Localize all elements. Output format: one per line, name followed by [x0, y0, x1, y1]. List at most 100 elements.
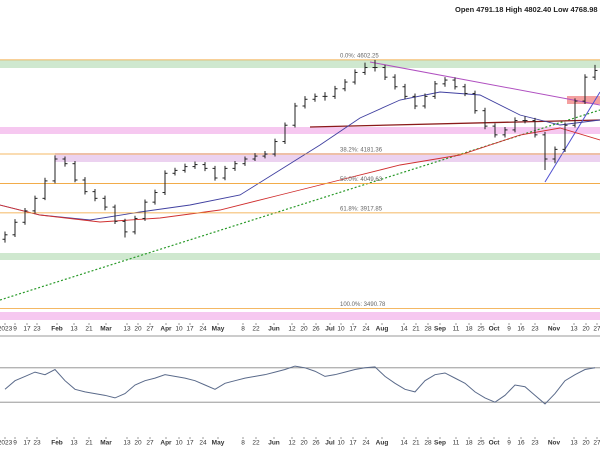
x-tick-label: 21	[85, 440, 93, 447]
x-tick-label: 8	[241, 440, 245, 447]
x-tick-label: 17	[349, 440, 357, 447]
x-tick-label: 14	[400, 440, 408, 447]
x-tick-label: 26	[312, 326, 320, 333]
fib-label: 100.0%: 3490.78	[340, 302, 386, 308]
x-tick-label: 28	[424, 326, 432, 333]
x-tick-label: Jul	[325, 326, 335, 333]
x-tick-label: 25	[477, 440, 485, 447]
x-tick-label: Nov	[548, 326, 561, 333]
x-tick-label: 24	[362, 440, 370, 447]
x-tick-label: Apr	[160, 326, 172, 333]
x-tick-label: 14	[400, 326, 408, 333]
gap-box	[567, 96, 600, 104]
support-zone	[0, 60, 600, 68]
x-tick-label: 11	[453, 326, 460, 333]
x-tick-label: 22	[252, 440, 260, 447]
x-tick-label: 8	[241, 326, 245, 333]
moving-average	[0, 127, 600, 223]
x-tick-label: 10	[175, 440, 183, 447]
x-tick-label: 17	[186, 326, 194, 333]
x-tick-label: 17	[23, 326, 31, 333]
x-tick-label: 13	[123, 440, 131, 447]
x-tick-label: 23	[33, 440, 41, 447]
x-tick-label: 24	[362, 326, 370, 333]
x-tick-label: 27	[146, 440, 154, 447]
x-tick-label: 11	[453, 440, 460, 447]
x-tick-label: 27	[593, 326, 600, 333]
x-tick-label: 17	[186, 440, 194, 447]
x-tick-label: 20	[582, 440, 590, 447]
fib-label: 61.8%: 3917.85	[340, 206, 383, 212]
price-panel: 0.0%: 4602.25 38.2%: 4181.36 50.0%: 4049.6…	[0, 53, 600, 309]
zones	[0, 60, 600, 320]
x-tick-label: 21	[412, 326, 420, 333]
x-tick-label: 10	[175, 326, 183, 333]
fib-label: 50.0%: 4049.63	[340, 177, 383, 183]
x-tick-label: 20	[300, 440, 308, 447]
x-tick-label: 13	[70, 440, 78, 447]
trend-line	[309, 119, 600, 128]
x-tick-label: 13	[123, 326, 131, 333]
x-tick-label: 25	[477, 326, 485, 333]
x-tick-label: Nov	[548, 440, 561, 447]
x-tick-label: Aug	[376, 440, 389, 447]
x-tick-label: Jul	[325, 440, 335, 447]
x-tick-label: 24	[199, 440, 207, 447]
x-tick-label: 22	[252, 326, 260, 333]
resistance-zone	[0, 127, 600, 134]
x-tick-label: 9	[507, 326, 511, 333]
x-tick-label: Sep	[434, 326, 446, 333]
x-tick-label: 18	[465, 440, 473, 447]
x-tick-label: May	[212, 440, 225, 447]
x-tick-label: Jun	[268, 440, 280, 447]
x-tick-label: 18	[465, 326, 473, 333]
x-tick-label: 16	[517, 326, 525, 333]
x-tick-label: 10	[337, 440, 345, 447]
x-tick-label: 28	[424, 440, 432, 447]
x-tick-label: 20	[582, 326, 590, 333]
x-tick-label: 16	[517, 440, 525, 447]
x-tick-label: 20	[300, 326, 308, 333]
x-tick-label: 21	[412, 440, 420, 447]
x-tick-label: 9	[13, 440, 17, 447]
x-tick-label: 20	[134, 440, 142, 447]
x-tick-label: Sep	[434, 440, 446, 447]
x-tick-label: Feb	[51, 326, 63, 333]
x-tick-label: Jun	[268, 326, 280, 333]
x-tick-label: 17	[23, 440, 31, 447]
support-zone	[0, 253, 600, 260]
ohlc-header: Open 4791.18 High 4802.40 Low 4768.98 Cl…	[455, 5, 600, 14]
x-tick-label: 27	[146, 326, 154, 333]
x-tick-label: 24	[199, 326, 207, 333]
x-tick-label: 9	[507, 440, 511, 447]
resistance-zone	[55, 153, 600, 162]
x-tick-label: Oct	[489, 440, 501, 447]
fib-label: 0.0%: 4602.25	[340, 53, 379, 59]
x-tick-label: Oct	[489, 326, 501, 333]
x-tick-label: 20	[134, 326, 142, 333]
x-tick-label: Mar	[100, 326, 112, 333]
moving-average	[0, 91, 600, 221]
x-tick-label: Aug	[376, 326, 389, 333]
x-tick-label: 13	[70, 326, 78, 333]
x-tick-label: 12	[288, 326, 296, 333]
x-tick-label: 13	[570, 440, 578, 447]
x-tick-label: 2023	[0, 440, 13, 447]
x-tick-label: 13	[570, 326, 578, 333]
x-tick-label: 21	[85, 326, 93, 333]
x-tick-label: Mar	[100, 440, 112, 447]
x-tick-label: 9	[13, 326, 17, 333]
x-tick-label: 17	[349, 326, 357, 333]
x-tick-label: 2023	[0, 326, 13, 333]
resistance-zone	[0, 312, 600, 320]
x-tick-label: 26	[312, 440, 320, 447]
x-tick-label: Feb	[51, 440, 63, 447]
x-tick-label: Apr	[160, 440, 172, 447]
trend-line	[544, 91, 600, 183]
x-tick-label: 12	[288, 440, 296, 447]
rsi-line	[4, 365, 596, 405]
x-tick-label: 23	[531, 440, 539, 447]
